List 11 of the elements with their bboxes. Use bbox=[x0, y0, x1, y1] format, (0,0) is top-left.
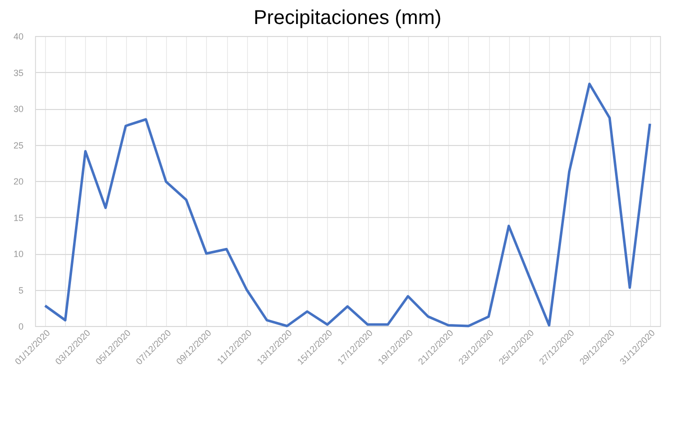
y-tick-label: 20 bbox=[13, 176, 24, 186]
y-tick-label: 25 bbox=[13, 140, 24, 150]
y-tick-label: 0 bbox=[18, 322, 24, 332]
y-tick-label: 35 bbox=[13, 68, 24, 78]
y-tick-label: 5 bbox=[18, 285, 24, 296]
chart-title: Precipitaciones (mm) bbox=[254, 7, 442, 29]
y-tick-label: 10 bbox=[13, 249, 24, 259]
y-tick-label: 30 bbox=[13, 104, 24, 114]
line-series bbox=[44, 82, 652, 328]
y-tick-label: 15 bbox=[13, 212, 24, 223]
y-tick-label: 40 bbox=[13, 32, 24, 42]
